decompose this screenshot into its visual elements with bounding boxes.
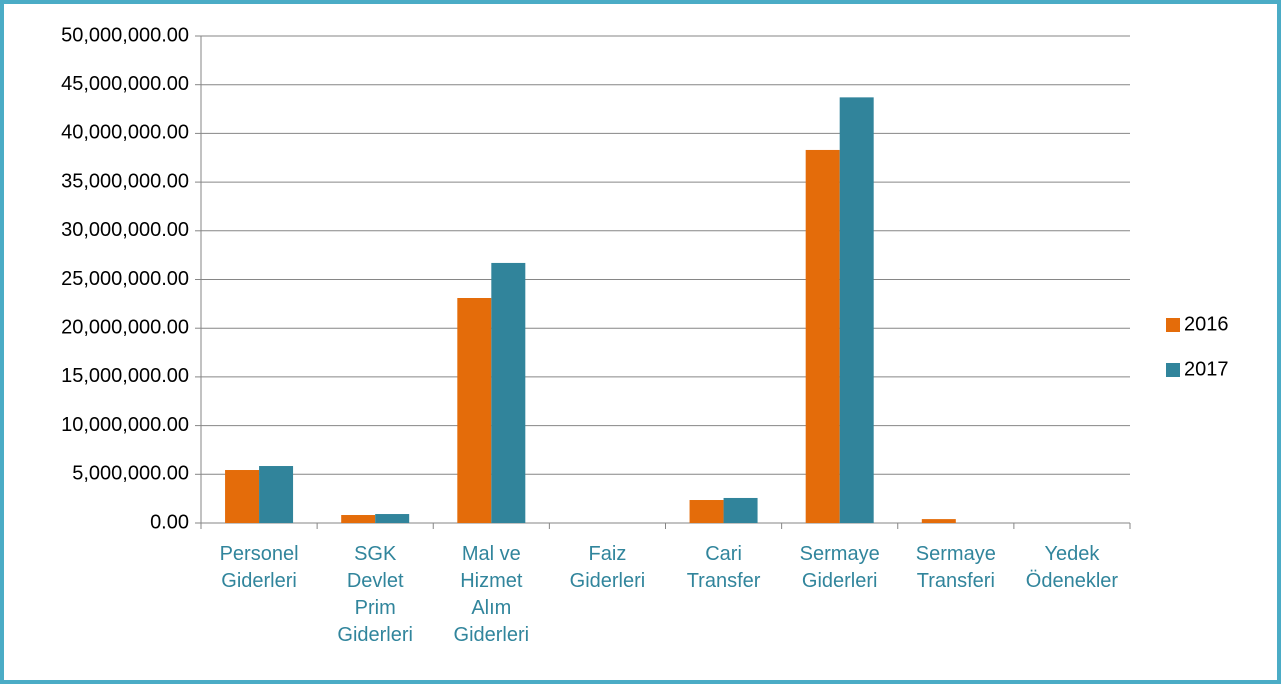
y-tick-label: 45,000,000.00 (61, 73, 189, 95)
x-tick-label: Sermaye Giderleri (799, 543, 880, 592)
bar (375, 514, 410, 523)
bar (689, 500, 724, 523)
x-tick-label: SGK Devlet Prim Giderleri (337, 543, 413, 646)
x-tick-label: Yedek Ödenekler (1025, 543, 1119, 592)
bar (341, 515, 376, 523)
bar (225, 470, 260, 523)
x-tick-label: Sermaye Transferi (915, 543, 996, 592)
x-tick-label: Cari Transfer (686, 543, 761, 592)
y-tick-label: 10,000,000.00 (61, 414, 189, 436)
x-tick-label: Mal ve Hizmet Alım Giderleri (453, 543, 530, 646)
bar (921, 519, 956, 523)
x-tick-label: Faiz Giderleri (569, 543, 646, 592)
y-tick-label: 25,000,000.00 (61, 268, 189, 290)
y-tick-label: 30,000,000.00 (61, 219, 189, 241)
bar (723, 497, 758, 523)
x-tick-label: Personel Giderleri (219, 543, 299, 592)
y-tick-label: 40,000,000.00 (61, 122, 189, 144)
y-tick-label: 50,000,000.00 (61, 24, 189, 46)
legend-label: 2016 (1184, 313, 1229, 335)
y-tick-label: 20,000,000.00 (61, 316, 189, 338)
legend-swatch (1166, 318, 1180, 332)
y-tick-label: 0.00 (150, 511, 189, 533)
y-tick-label: 15,000,000.00 (61, 365, 189, 387)
bar (457, 298, 492, 523)
legend-swatch (1166, 363, 1180, 377)
bar (839, 97, 874, 523)
legend-label: 2017 (1184, 358, 1229, 380)
y-tick-label: 5,000,000.00 (72, 463, 189, 485)
bar (259, 466, 294, 523)
bar (805, 149, 840, 523)
y-tick-label: 35,000,000.00 (61, 170, 189, 192)
bar (491, 262, 526, 523)
